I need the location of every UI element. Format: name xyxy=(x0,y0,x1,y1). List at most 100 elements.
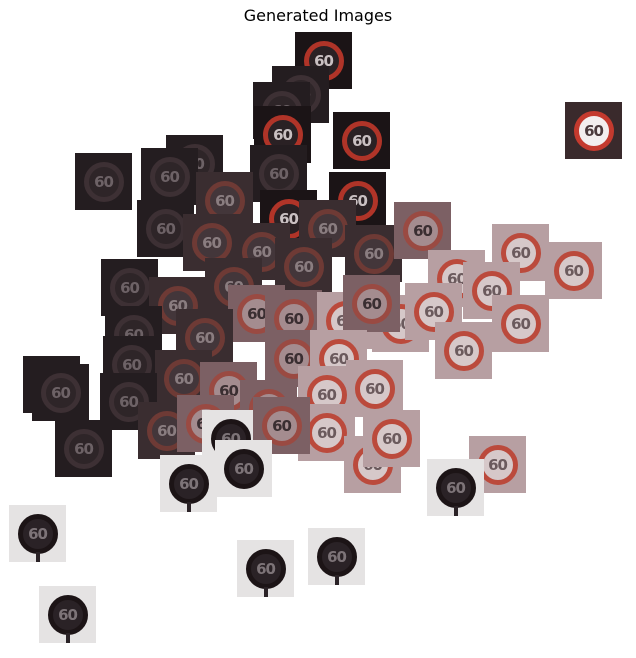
generated-image-thumbnail: 60 xyxy=(333,112,390,169)
speed-sign-number: 60 xyxy=(58,605,78,624)
generated-image-thumbnail: 60 xyxy=(435,322,492,379)
sign-pole xyxy=(35,552,40,562)
speed-sign-number: 60 xyxy=(122,355,142,374)
generated-image-thumbnail: 60 xyxy=(75,153,132,210)
sign-pole xyxy=(65,633,70,643)
speed-sign-ring xyxy=(83,161,124,202)
speed-sign-number: 60 xyxy=(202,233,222,252)
sign-pole xyxy=(453,506,458,516)
sign-pole xyxy=(186,502,191,512)
generated-image-thumbnail: 60 xyxy=(463,262,520,319)
speed-sign-number: 60 xyxy=(365,379,385,398)
speed-sign-number: 60 xyxy=(488,455,508,474)
speed-sign-number: 60 xyxy=(317,385,337,404)
speed-sign-ring xyxy=(40,372,81,413)
speed-sign-ring xyxy=(573,110,614,151)
speed-sign-number: 60 xyxy=(352,131,372,150)
generated-image-thumbnail: 60 xyxy=(346,360,403,417)
generated-image-thumbnail: 60 xyxy=(160,455,217,512)
generated-image-thumbnail: 60 xyxy=(492,295,549,352)
speed-sign-number: 60 xyxy=(364,244,384,263)
speed-sign-ring xyxy=(500,303,541,344)
speed-sign-ring xyxy=(443,330,484,371)
speed-sign-number: 60 xyxy=(362,294,382,313)
speed-sign-number: 60 xyxy=(234,459,254,478)
speed-sign-number: 60 xyxy=(511,314,531,333)
generated-image-thumbnail: 60 xyxy=(343,275,400,332)
speed-sign-ring xyxy=(316,536,357,577)
speed-sign-number: 60 xyxy=(174,369,194,388)
speed-sign-number: 60 xyxy=(120,278,140,297)
speed-sign-number: 60 xyxy=(382,429,402,448)
speed-sign-number: 60 xyxy=(51,383,71,402)
speed-sign-ring xyxy=(553,250,594,291)
speed-sign-ring xyxy=(168,463,209,504)
speed-sign-ring xyxy=(371,418,412,459)
speed-sign-number: 60 xyxy=(247,304,267,323)
speed-sign-ring xyxy=(223,448,264,489)
generated-image-thumbnail: 60 xyxy=(363,410,420,467)
speed-sign-number: 60 xyxy=(157,421,177,440)
speed-sign-ring xyxy=(353,233,394,274)
speed-sign-ring xyxy=(63,428,104,469)
speed-sign-number: 60 xyxy=(329,349,349,368)
speed-sign-ring xyxy=(47,594,88,635)
speed-sign-ring xyxy=(109,267,150,308)
generated-image-thumbnail: 60 xyxy=(394,202,451,259)
speed-sign-ring xyxy=(354,368,395,409)
speed-sign-number: 60 xyxy=(256,559,276,578)
speed-sign-number: 60 xyxy=(179,474,199,493)
sign-pole xyxy=(334,575,339,585)
speed-sign-ring xyxy=(341,120,382,161)
generated-image-thumbnail: 60 xyxy=(427,459,484,516)
speed-sign-number: 60 xyxy=(294,257,314,276)
generated-image-thumbnail: 60 xyxy=(215,440,272,497)
speed-sign-ring xyxy=(435,467,476,508)
speed-sign-number: 60 xyxy=(511,243,531,262)
speed-sign-ring xyxy=(261,405,302,446)
generated-image-thumbnail: 60 xyxy=(32,364,89,421)
generated-image-thumbnail: 60 xyxy=(141,148,198,205)
speed-sign-number: 60 xyxy=(413,221,433,240)
speed-sign-ring xyxy=(402,210,443,251)
speed-sign-number: 60 xyxy=(156,219,176,238)
speed-sign-number: 60 xyxy=(314,51,334,70)
speed-sign-number: 60 xyxy=(284,349,304,368)
speed-sign-ring xyxy=(413,291,454,332)
speed-sign-number: 60 xyxy=(28,524,48,543)
speed-sign-ring xyxy=(149,156,190,197)
generated-image-thumbnail: 60 xyxy=(9,505,66,562)
speed-sign-number: 60 xyxy=(74,439,94,458)
speed-sign-number: 60 xyxy=(327,547,347,566)
speed-sign-number: 60 xyxy=(317,423,337,442)
generated-image-thumbnail: 60 xyxy=(237,540,294,597)
speed-sign-ring xyxy=(17,513,58,554)
generated-image-thumbnail: 60 xyxy=(565,102,622,159)
figure-title: Generated Images xyxy=(243,6,393,25)
speed-sign-number: 60 xyxy=(119,392,139,411)
speed-sign-number: 60 xyxy=(273,125,293,144)
generated-image-thumbnail: 60 xyxy=(39,586,96,643)
speed-sign-number: 60 xyxy=(94,172,114,191)
speed-sign-number: 60 xyxy=(160,167,180,186)
generated-image-thumbnail: 60 xyxy=(545,242,602,299)
speed-sign-number: 60 xyxy=(446,478,466,497)
sign-pole xyxy=(263,587,268,597)
speed-sign-number: 60 xyxy=(272,416,292,435)
speed-sign-number: 60 xyxy=(424,302,444,321)
speed-sign-number: 60 xyxy=(564,261,584,280)
speed-sign-number: 60 xyxy=(284,309,304,328)
speed-sign-number: 60 xyxy=(584,121,604,140)
generated-image-thumbnail: 60 xyxy=(308,528,365,585)
speed-sign-number: 60 xyxy=(269,164,289,183)
speed-sign-ring xyxy=(245,548,286,589)
speed-sign-ring xyxy=(351,283,392,324)
generated-image-thumbnail: 60 xyxy=(345,225,402,282)
generated-image-thumbnail: 60 xyxy=(275,238,332,295)
speed-sign-ring xyxy=(273,338,314,379)
speed-sign-number: 60 xyxy=(195,328,215,347)
speed-sign-number: 60 xyxy=(454,341,474,360)
generated-image-thumbnail: 60 xyxy=(55,420,112,477)
speed-sign-number: 60 xyxy=(252,242,272,261)
